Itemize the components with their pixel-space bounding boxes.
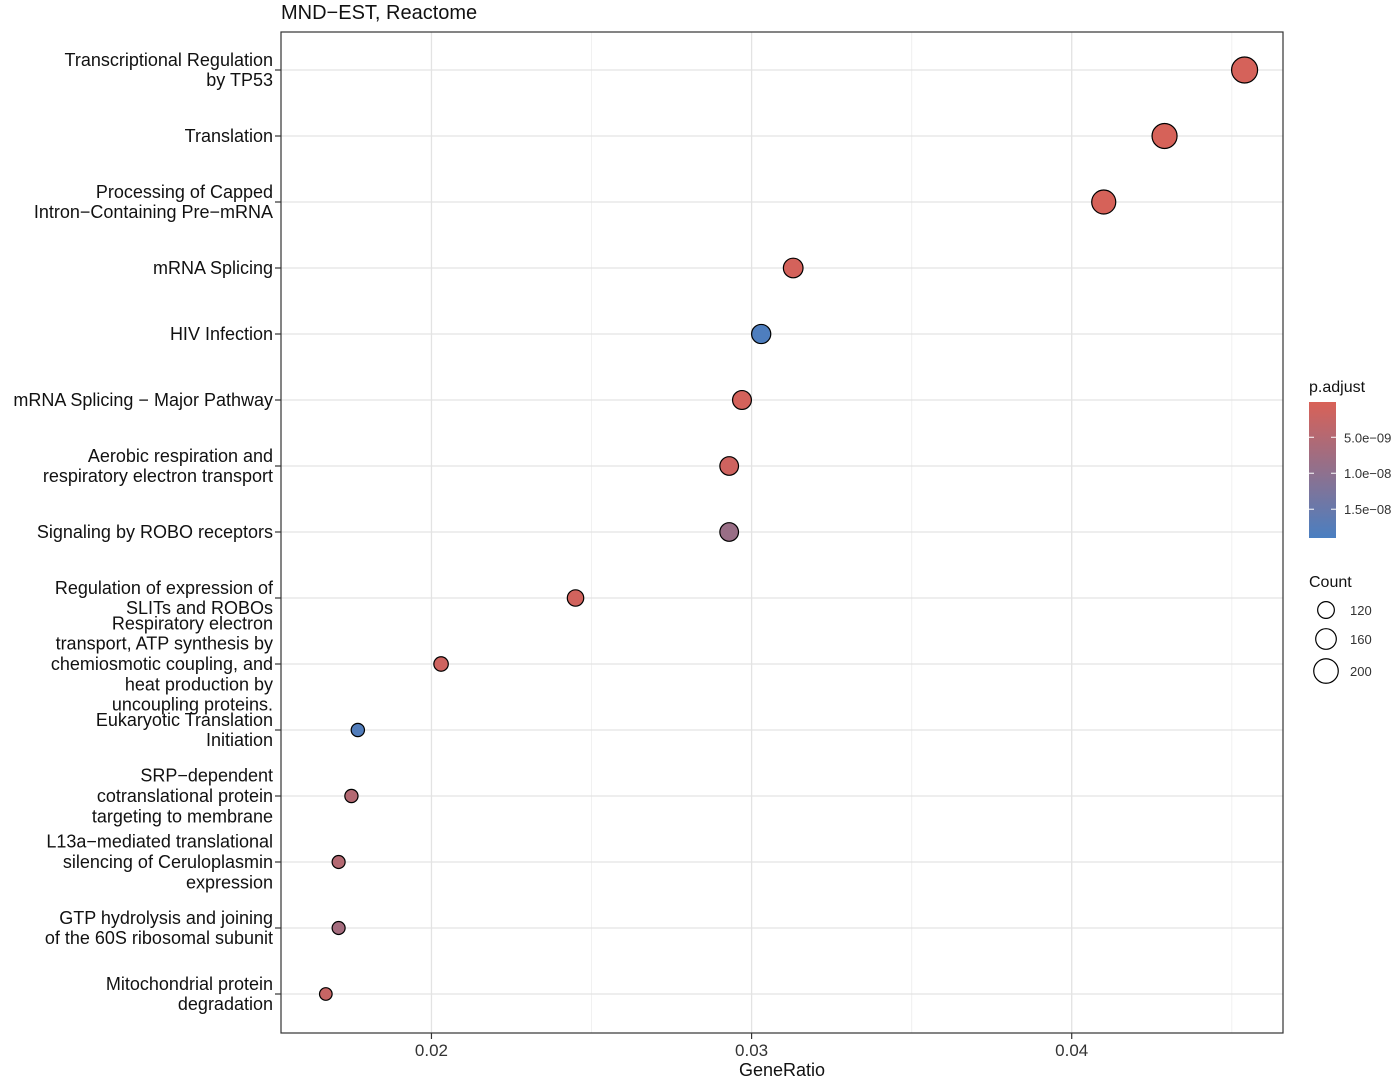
chart-title: MND−EST, Reactome — [281, 2, 477, 24]
category-label: Aerobic respiration and respiratory elect… — [43, 446, 273, 486]
color-legend-title: p.adjust — [1309, 379, 1366, 396]
category-label: Translation — [185, 126, 273, 146]
data-point — [566, 589, 585, 607]
y-axis: Transcriptional Regulation by TP53 Transla… — [13, 50, 281, 1014]
data-point — [731, 389, 753, 411]
data-point — [433, 656, 449, 672]
x-axis: 0.02 0.03 0.04 — [415, 1033, 1088, 1060]
category-label: Regulation of expression of SLITs and ROB… — [55, 578, 274, 618]
category-label: SRP−dependent cotranslational protein targ… — [92, 766, 273, 827]
category-label: Signaling by ROBO receptors — [37, 522, 273, 542]
x-tick-label: 0.03 — [735, 1041, 768, 1060]
size-legend-circle — [1317, 601, 1335, 619]
category-label: mRNA Splicing − Major Pathway — [13, 390, 273, 410]
category-label: GTP hydrolysis and joining of the 60S rib… — [45, 908, 273, 948]
data-point — [331, 854, 346, 870]
data-point — [1230, 56, 1259, 84]
category-label: L13a−mediated translational silencing of … — [46, 832, 273, 893]
x-axis-title: GeneRatio — [739, 1060, 825, 1080]
color-legend-bar — [1309, 402, 1336, 538]
x-tick-label: 0.04 — [1055, 1041, 1088, 1060]
category-label: Mitochondrial protein degradation — [106, 974, 273, 1014]
data-point — [1151, 122, 1178, 150]
data-point — [719, 456, 740, 476]
color-legend: p.adjust 5.0e−09 1.0e−08 1.5e−08 — [1309, 379, 1391, 538]
data-point — [318, 987, 333, 1001]
color-legend-label: 1.5e−08 — [1344, 502, 1391, 517]
category-label: mRNA Splicing — [153, 258, 273, 278]
category-label: HIV Infection — [170, 324, 273, 344]
size-legend-label: 200 — [1350, 664, 1372, 679]
category-label: Transcriptional Regulation by TP53 — [65, 50, 273, 90]
data-point — [350, 722, 366, 738]
data-points — [318, 56, 1259, 1001]
data-point — [331, 920, 346, 936]
size-legend-circle — [1315, 628, 1337, 650]
data-point — [344, 788, 359, 804]
category-label: Processing of Capped Intron−Containing Pr… — [34, 182, 273, 222]
category-label: Respiratory electron transport, ATP synth… — [51, 613, 273, 714]
category-label: Eukaryotic Translation Initiation — [96, 710, 273, 750]
data-point — [1091, 189, 1117, 215]
size-legend: Count 120 160 200 — [1309, 574, 1372, 684]
data-point — [751, 323, 772, 345]
size-legend-circle — [1313, 658, 1339, 684]
color-legend-label: 1.0e−08 — [1344, 466, 1391, 481]
size-legend-label: 120 — [1350, 603, 1372, 618]
size-legend-title: Count — [1309, 574, 1352, 591]
x-tick-label: 0.02 — [415, 1041, 448, 1060]
color-legend-label: 5.0e−09 — [1344, 430, 1391, 445]
data-point — [719, 522, 740, 542]
data-point — [782, 257, 804, 279]
size-legend-label: 160 — [1350, 632, 1372, 647]
